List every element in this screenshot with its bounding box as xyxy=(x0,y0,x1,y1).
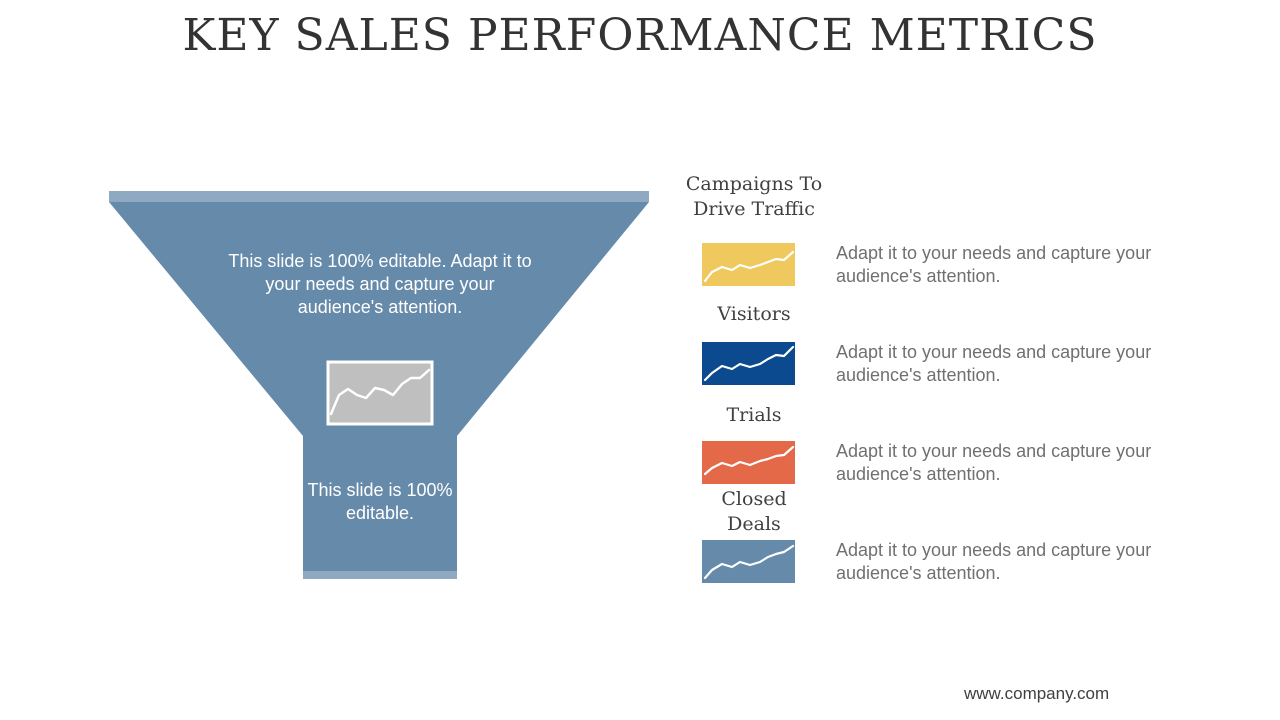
stage-label-text: Closed Deals xyxy=(721,488,787,535)
stage-description: Adapt it to your needs and capture your … xyxy=(836,342,1152,385)
stage-description: Adapt it to your needs and capture your … xyxy=(836,441,1152,484)
stage-label-closed-deals: Closed Deals xyxy=(664,487,844,537)
funnel-top-text: This slide is 100% editable. Adapt it to… xyxy=(228,251,532,317)
footer-url: www.company.com xyxy=(964,684,1110,703)
line-chart-icon xyxy=(702,441,795,484)
stage-description: Adapt it to your needs and capture your … xyxy=(836,540,1152,583)
funnel-top-rim xyxy=(109,191,649,202)
line-chart-icon xyxy=(702,243,795,286)
line-chart-icon xyxy=(702,540,795,583)
stage-label-campaigns: Campaigns To Drive Traffic xyxy=(685,173,823,220)
slide-title: KEY SALES PERFORMANCE METRICS xyxy=(182,10,1098,61)
stage-description: Adapt it to your needs and capture your … xyxy=(836,243,1152,286)
line-chart-icon xyxy=(702,342,795,385)
line-chart-icon xyxy=(326,360,434,426)
funnel-bottom-text: This slide is 100% editable. xyxy=(307,480,453,523)
stage-label-trials: Trials xyxy=(726,404,782,426)
funnel-bottom-rim xyxy=(303,571,457,579)
stage-label-visitors: Visitors xyxy=(717,303,791,325)
